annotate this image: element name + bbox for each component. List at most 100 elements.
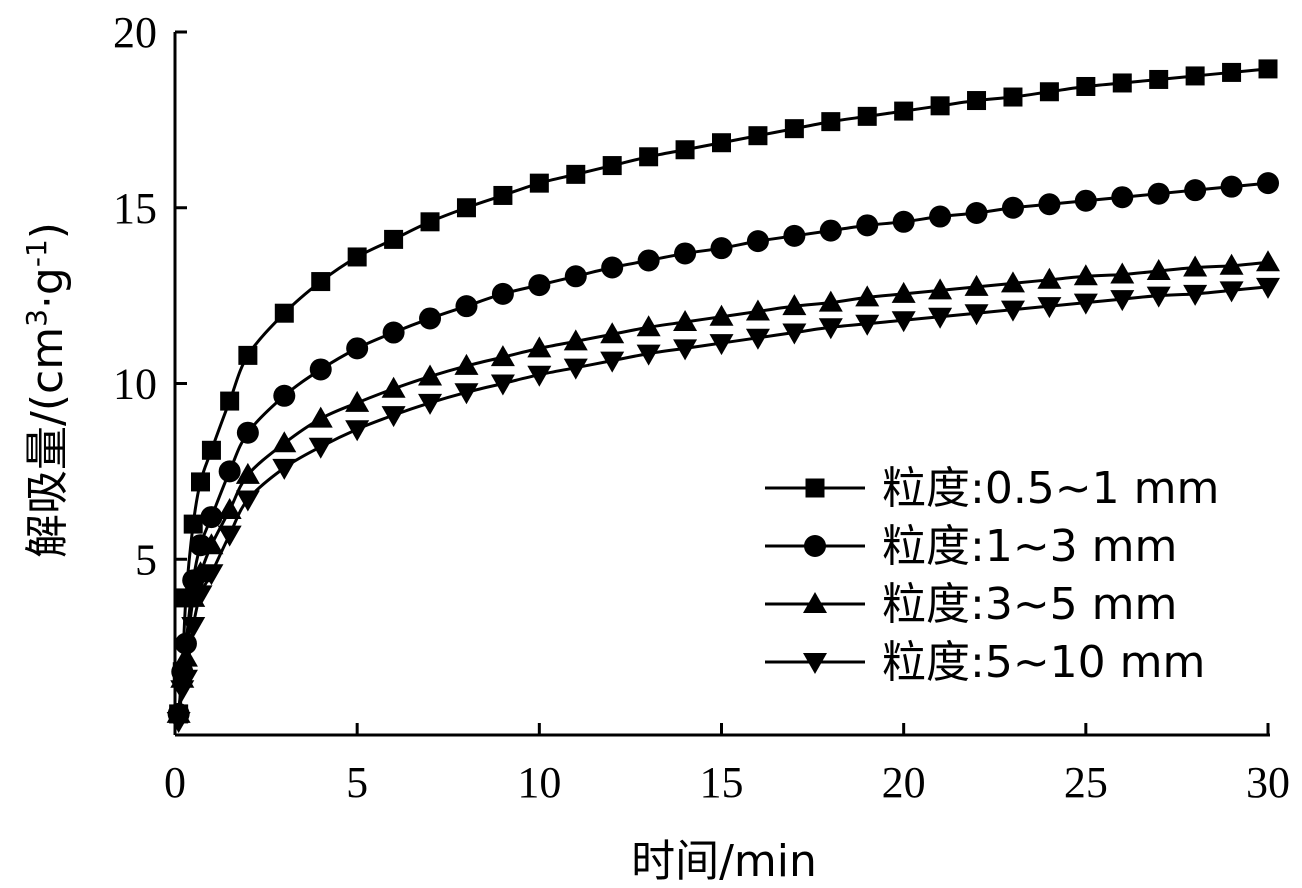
data-point xyxy=(1076,76,1096,96)
data-point xyxy=(783,224,806,247)
data-point xyxy=(891,311,916,333)
data-point xyxy=(199,533,224,555)
data-point xyxy=(636,344,661,366)
data-point xyxy=(1111,186,1134,209)
data-point xyxy=(384,229,404,249)
ticks: 0 5 10 15 20 25 30 5 10 15 20 xyxy=(113,8,1290,807)
data-point xyxy=(1146,286,1171,308)
data-point xyxy=(418,364,443,386)
data-point xyxy=(675,140,695,160)
data-point xyxy=(639,147,659,167)
data-point xyxy=(454,383,479,405)
data-point xyxy=(1000,271,1025,293)
data-point xyxy=(1037,297,1062,319)
data-point xyxy=(856,214,879,237)
legend: 粒度:0.5~1 mm 粒度:1~3 mm 粒度:3~5 mm 粒度:5~10 mm xyxy=(765,463,1219,688)
x-tick-label: 15 xyxy=(700,758,744,807)
data-point xyxy=(1146,259,1171,281)
data-point xyxy=(1001,196,1024,219)
legend-label: 粒度:1~3 mm xyxy=(882,521,1177,572)
data-point xyxy=(188,585,213,607)
x-tick-label: 5 xyxy=(346,758,368,807)
data-point xyxy=(602,156,622,176)
data-point xyxy=(201,440,221,460)
y-axis-title-end: ) xyxy=(22,222,73,239)
data-point xyxy=(274,303,294,323)
data-point xyxy=(710,237,733,260)
data-point xyxy=(818,318,843,340)
data-point xyxy=(563,358,588,380)
data-point xyxy=(709,304,734,326)
series-line xyxy=(177,181,1269,715)
data-point xyxy=(563,329,588,351)
data-point xyxy=(673,309,698,331)
data-point xyxy=(311,272,331,292)
data-point xyxy=(491,282,514,305)
series-4 xyxy=(166,277,1280,733)
data-point xyxy=(964,274,989,296)
x-tick-label: 0 xyxy=(164,758,186,807)
data-point xyxy=(235,462,260,484)
data-point xyxy=(166,711,191,733)
data-point xyxy=(891,281,916,303)
data-point xyxy=(183,514,203,534)
y-axis-title-sup1: 3 xyxy=(20,309,53,327)
legend-label: 粒度:0.5~1 mm xyxy=(882,463,1219,514)
data-point xyxy=(892,210,915,233)
data-point xyxy=(381,376,406,398)
data-point xyxy=(1039,82,1059,102)
data-point xyxy=(745,328,770,350)
data-point xyxy=(173,645,198,667)
data-point xyxy=(928,278,953,300)
data-point xyxy=(456,198,476,218)
data-point xyxy=(308,437,333,459)
data-point xyxy=(1258,59,1278,79)
data-point xyxy=(819,219,842,242)
data-point xyxy=(217,525,242,547)
data-point xyxy=(782,323,807,345)
data-point xyxy=(601,256,624,279)
data-point xyxy=(821,112,841,132)
data-point xyxy=(191,472,211,492)
data-point xyxy=(490,345,515,367)
data-point xyxy=(308,406,333,428)
legend-item: 粒度:0.5~1 mm xyxy=(765,463,1219,514)
data-point xyxy=(1184,179,1207,202)
data-point xyxy=(527,365,552,387)
x-tick-label: 30 xyxy=(1246,758,1290,807)
y-axis-title-main: 解吸量/(cm xyxy=(22,327,73,558)
data-point xyxy=(454,353,479,375)
data-point xyxy=(1183,255,1208,277)
data-point xyxy=(600,322,625,344)
legend-marker xyxy=(805,478,825,498)
data-point xyxy=(220,391,240,411)
data-point xyxy=(345,420,370,442)
data-point xyxy=(1110,290,1135,312)
data-point xyxy=(1256,277,1280,299)
data-point xyxy=(420,212,440,232)
data-point xyxy=(381,406,406,428)
data-point xyxy=(784,119,804,139)
data-point xyxy=(1219,253,1244,275)
data-point xyxy=(347,247,367,267)
legend-item: 粒度:1~3 mm xyxy=(765,521,1177,572)
data-point xyxy=(1147,182,1170,205)
data-point xyxy=(967,91,987,111)
data-point xyxy=(1038,193,1061,216)
data-point xyxy=(200,506,223,529)
y-axis-title-sup2: -1 xyxy=(20,239,53,267)
data-point xyxy=(217,498,242,520)
data-point xyxy=(857,106,877,126)
y-tick-label: 5 xyxy=(135,535,157,584)
data-point xyxy=(566,164,586,184)
legend-marker xyxy=(803,592,827,613)
data-point xyxy=(419,307,442,330)
data-point xyxy=(855,285,880,307)
data-point xyxy=(1074,189,1097,212)
data-point xyxy=(272,458,297,480)
data-point xyxy=(1149,69,1169,89)
data-point xyxy=(173,669,198,691)
data-point xyxy=(1257,172,1279,195)
data-point xyxy=(1219,281,1244,303)
